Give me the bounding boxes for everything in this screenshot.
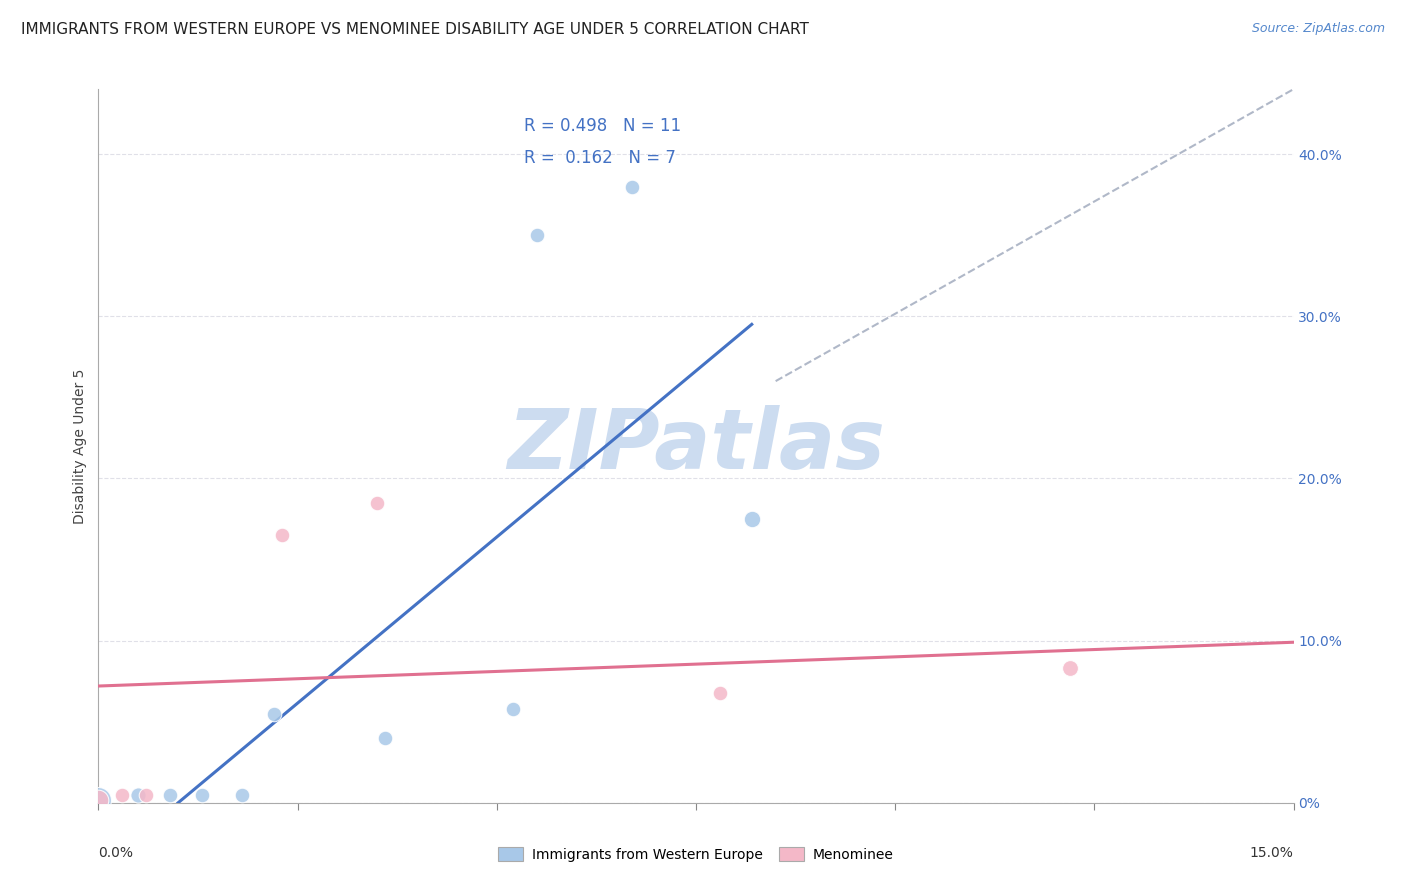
- Point: [621, 179, 644, 194]
- Point: [127, 788, 149, 802]
- Point: [741, 512, 763, 526]
- Text: ZIPatlas: ZIPatlas: [508, 406, 884, 486]
- Point: [263, 706, 285, 721]
- Text: 0.0%: 0.0%: [98, 846, 134, 860]
- Point: [502, 702, 524, 716]
- Point: [526, 228, 548, 243]
- Point: [111, 788, 134, 802]
- Point: [159, 788, 181, 802]
- Legend: Immigrants from Western Europe, Menominee: Immigrants from Western Europe, Menomine…: [494, 842, 898, 867]
- Point: [366, 496, 388, 510]
- Point: [1059, 661, 1081, 675]
- Point: [374, 731, 396, 745]
- Text: Source: ZipAtlas.com: Source: ZipAtlas.com: [1251, 22, 1385, 36]
- Point: [709, 685, 731, 699]
- Point: [87, 792, 110, 806]
- Text: R = 0.498   N = 11: R = 0.498 N = 11: [524, 117, 682, 136]
- Text: IMMIGRANTS FROM WESTERN EUROPE VS MENOMINEE DISABILITY AGE UNDER 5 CORRELATION C: IMMIGRANTS FROM WESTERN EUROPE VS MENOMI…: [21, 22, 808, 37]
- Point: [231, 788, 253, 802]
- Text: 15.0%: 15.0%: [1250, 846, 1294, 860]
- Point: [135, 788, 157, 802]
- Y-axis label: Disability Age Under 5: Disability Age Under 5: [73, 368, 87, 524]
- Text: R =  0.162   N = 7: R = 0.162 N = 7: [524, 149, 676, 168]
- Point: [270, 528, 292, 542]
- Point: [191, 788, 214, 802]
- Point: [87, 792, 110, 806]
